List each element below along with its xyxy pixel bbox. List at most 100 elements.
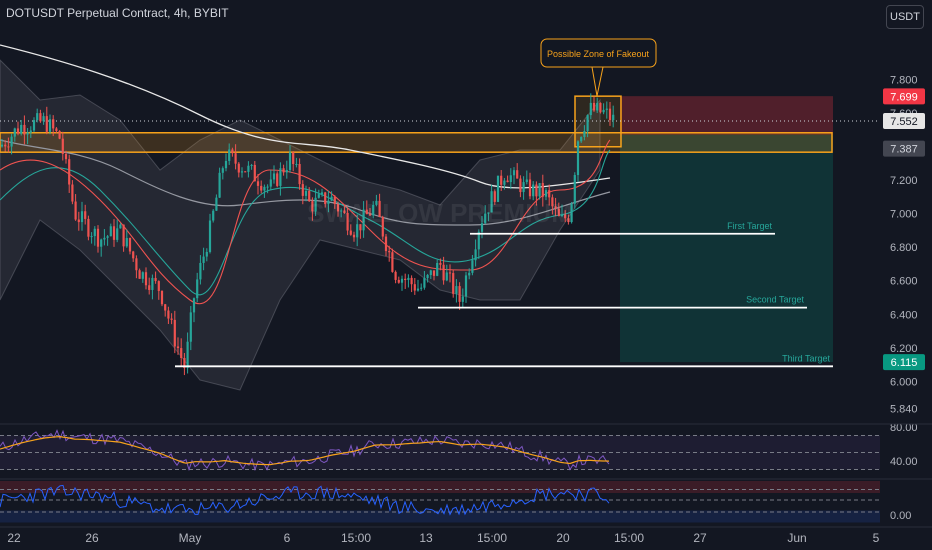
candle — [500, 175, 503, 185]
candle — [532, 184, 535, 197]
candle — [445, 272, 448, 281]
candle — [605, 108, 608, 110]
rsi-tick: 80.00 — [890, 422, 918, 434]
price-tick: 5.840 — [890, 403, 918, 415]
candle — [388, 251, 391, 253]
rsi-signal-line — [0, 435, 610, 466]
candle — [570, 203, 573, 223]
candle — [352, 234, 356, 238]
candle — [26, 132, 29, 135]
candle — [407, 277, 410, 281]
candle — [484, 213, 487, 224]
candle — [39, 113, 42, 122]
candle — [541, 183, 544, 197]
candle — [272, 173, 276, 180]
osc-overbought-band — [0, 481, 880, 493]
target-label-2: Second Target — [746, 295, 804, 305]
candle — [106, 236, 109, 238]
candle — [138, 270, 141, 279]
candle — [471, 260, 474, 273]
candle — [592, 102, 596, 111]
rsi-tick: 40.00 — [890, 456, 918, 468]
candle — [71, 184, 74, 202]
candle — [96, 228, 100, 247]
candle — [215, 197, 218, 211]
candle — [16, 128, 20, 134]
candle — [317, 194, 320, 198]
candle — [576, 141, 580, 176]
candle — [375, 200, 378, 205]
time-tick: Jun — [787, 531, 806, 545]
rsi-band — [0, 435, 880, 470]
time-tick: 6 — [284, 531, 291, 545]
stop-loss-box — [620, 96, 833, 135]
candle — [304, 190, 308, 196]
price-badge-label: 7.552 — [890, 116, 918, 128]
candle — [480, 223, 484, 232]
candle — [372, 204, 375, 216]
candle — [100, 239, 103, 247]
time-tick: 22 — [7, 531, 21, 545]
candle — [48, 119, 52, 132]
candle — [458, 286, 461, 302]
price-tick: 6.000 — [890, 376, 918, 388]
candle — [487, 212, 490, 214]
time-tick: 15:00 — [614, 531, 644, 545]
candle — [295, 163, 298, 165]
candle — [583, 131, 586, 138]
candle — [74, 201, 77, 220]
candle — [573, 175, 576, 204]
ma-50-line — [0, 149, 611, 296]
candle — [221, 168, 224, 173]
candle — [416, 288, 420, 291]
candle — [231, 149, 234, 154]
candle — [132, 251, 135, 259]
annotation-pointer — [591, 66, 604, 97]
time-tick: 13 — [419, 531, 433, 545]
candle — [381, 217, 384, 237]
candle — [448, 272, 452, 274]
take-profit-box — [620, 134, 833, 363]
candle — [346, 212, 349, 231]
candle — [256, 181, 260, 186]
candle — [42, 116, 45, 122]
candle — [64, 153, 68, 160]
candle — [426, 274, 429, 278]
candle — [586, 115, 589, 132]
candle — [506, 180, 509, 183]
candle — [420, 287, 423, 289]
candle — [612, 114, 615, 121]
price-tick: 6.200 — [890, 343, 918, 355]
candle — [455, 286, 458, 294]
candle — [228, 149, 231, 161]
currency-button[interactable]: USDT — [886, 5, 924, 29]
candle — [68, 159, 71, 185]
candle — [103, 237, 106, 240]
candle — [276, 173, 279, 186]
candle — [512, 170, 516, 176]
candle — [240, 171, 244, 173]
candle — [330, 196, 333, 201]
price-badge-label: 7.699 — [890, 91, 918, 103]
candle — [55, 128, 58, 132]
candle — [205, 251, 208, 257]
price-badge — [883, 354, 925, 371]
ma-20-line — [0, 139, 611, 305]
candle — [522, 182, 525, 193]
candle — [493, 191, 496, 202]
candle — [423, 277, 426, 288]
candle — [301, 184, 304, 196]
price-badge-label: 6.115 — [891, 357, 918, 369]
candle — [333, 196, 336, 205]
candle — [23, 124, 26, 135]
candle — [560, 214, 564, 216]
candle — [324, 192, 327, 205]
annotation-box — [540, 38, 657, 68]
candle — [0, 144, 4, 147]
candle — [10, 136, 13, 147]
candle — [84, 211, 87, 219]
candle — [311, 201, 314, 212]
candle — [397, 279, 400, 283]
time-tick: 5 — [873, 531, 880, 545]
